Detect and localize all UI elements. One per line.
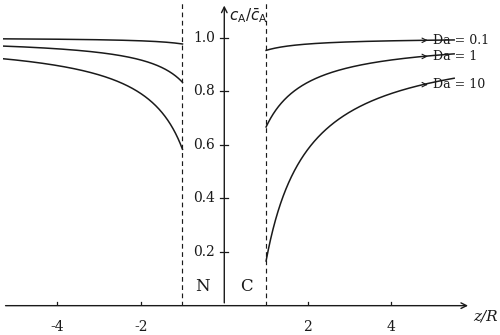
Text: 0.2: 0.2 <box>194 245 215 259</box>
Text: Da = 10: Da = 10 <box>422 78 486 91</box>
Text: -4: -4 <box>50 320 64 334</box>
Text: 2: 2 <box>304 320 312 334</box>
Text: -2: -2 <box>134 320 147 334</box>
Text: C: C <box>240 278 252 295</box>
Text: z/R: z/R <box>473 310 498 323</box>
Text: 0.6: 0.6 <box>194 138 215 152</box>
Text: 0.8: 0.8 <box>194 84 215 98</box>
Text: 0.4: 0.4 <box>193 191 215 205</box>
Text: 1.0: 1.0 <box>193 30 215 45</box>
Text: N: N <box>195 278 210 295</box>
Text: 4: 4 <box>387 320 396 334</box>
Text: $c_\mathrm{A}/\bar{c}_\mathrm{A}$: $c_\mathrm{A}/\bar{c}_\mathrm{A}$ <box>230 6 268 25</box>
Text: Da = 1: Da = 1 <box>422 50 478 63</box>
Text: Da = 0.1: Da = 0.1 <box>422 34 490 47</box>
